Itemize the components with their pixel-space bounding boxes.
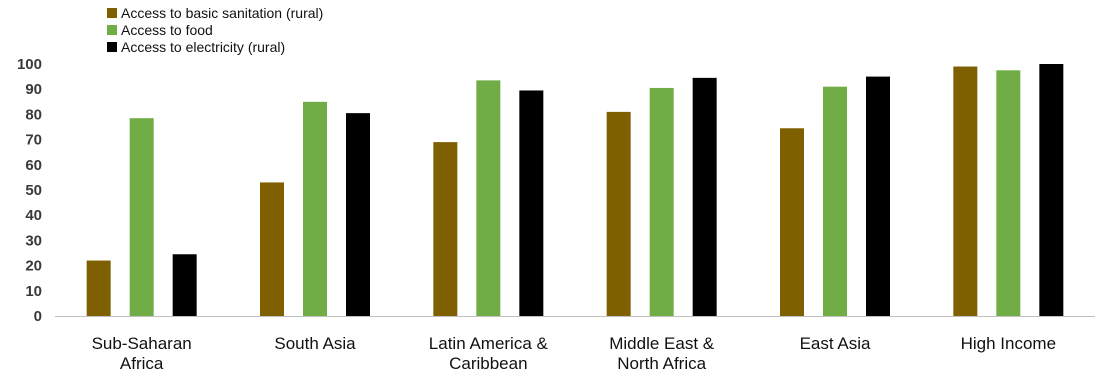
- y-tick-label: 70: [25, 132, 42, 149]
- bar-4-1: [823, 86, 847, 317]
- x-tick-label: Caribbean: [449, 354, 527, 373]
- bars: [86, 64, 1064, 317]
- y-tick-label: 100: [17, 56, 42, 73]
- bar-1-0: [260, 182, 284, 316]
- bar-3-0: [606, 111, 631, 316]
- y-tick-label: 30: [25, 232, 42, 249]
- y-tick-label: 80: [25, 106, 42, 123]
- y-tick-label: 0: [34, 308, 42, 325]
- legend: Access to basic sanitation (rural)Access…: [107, 5, 323, 55]
- bar-4-0: [780, 128, 804, 316]
- bar-2-2: [519, 90, 544, 317]
- legend-swatch-1: [107, 25, 117, 35]
- bar-1-2: [346, 113, 370, 316]
- y-axis: 0 10 20 30 40 50 60 70 80 90 100: [17, 56, 42, 325]
- legend-swatch-2: [107, 42, 117, 52]
- y-tick-label: 90: [25, 81, 42, 98]
- bar-1-1: [303, 101, 327, 316]
- x-tick-label: Latin America &: [429, 334, 549, 353]
- y-tick-label: 40: [25, 207, 42, 224]
- legend-label-0: Access to basic sanitation (rural): [121, 5, 323, 21]
- x-tick-label: Africa: [120, 354, 164, 373]
- bar-5-0: [953, 66, 978, 317]
- y-tick-label: 20: [25, 258, 42, 275]
- y-tick-label: 10: [25, 283, 42, 300]
- bar-0-0: [86, 260, 111, 316]
- x-tick-label: High Income: [961, 334, 1056, 353]
- legend-label-1: Access to food: [121, 22, 213, 38]
- x-tick-label: Middle East &: [609, 334, 715, 353]
- y-tick-label: 50: [25, 182, 42, 199]
- y-tick-label: 60: [25, 157, 42, 174]
- bar-2-1: [476, 80, 501, 316]
- bar-4-2: [866, 76, 890, 316]
- bar-3-2: [692, 77, 717, 316]
- bar-5-2: [1039, 64, 1064, 316]
- legend-swatch-0: [107, 8, 117, 18]
- legend-label-2: Access to electricity (rural): [121, 39, 285, 55]
- bar-2-0: [433, 142, 458, 316]
- bar-3-1: [649, 87, 674, 316]
- bar-0-1: [129, 118, 154, 317]
- x-tick-label: North Africa: [617, 354, 706, 373]
- x-tick-label: Sub-Saharan: [92, 334, 192, 353]
- bar-0-2: [172, 254, 197, 316]
- x-tick-label: East Asia: [800, 334, 871, 353]
- bar-5-1: [996, 70, 1021, 316]
- x-tick-label: South Asia: [274, 334, 356, 353]
